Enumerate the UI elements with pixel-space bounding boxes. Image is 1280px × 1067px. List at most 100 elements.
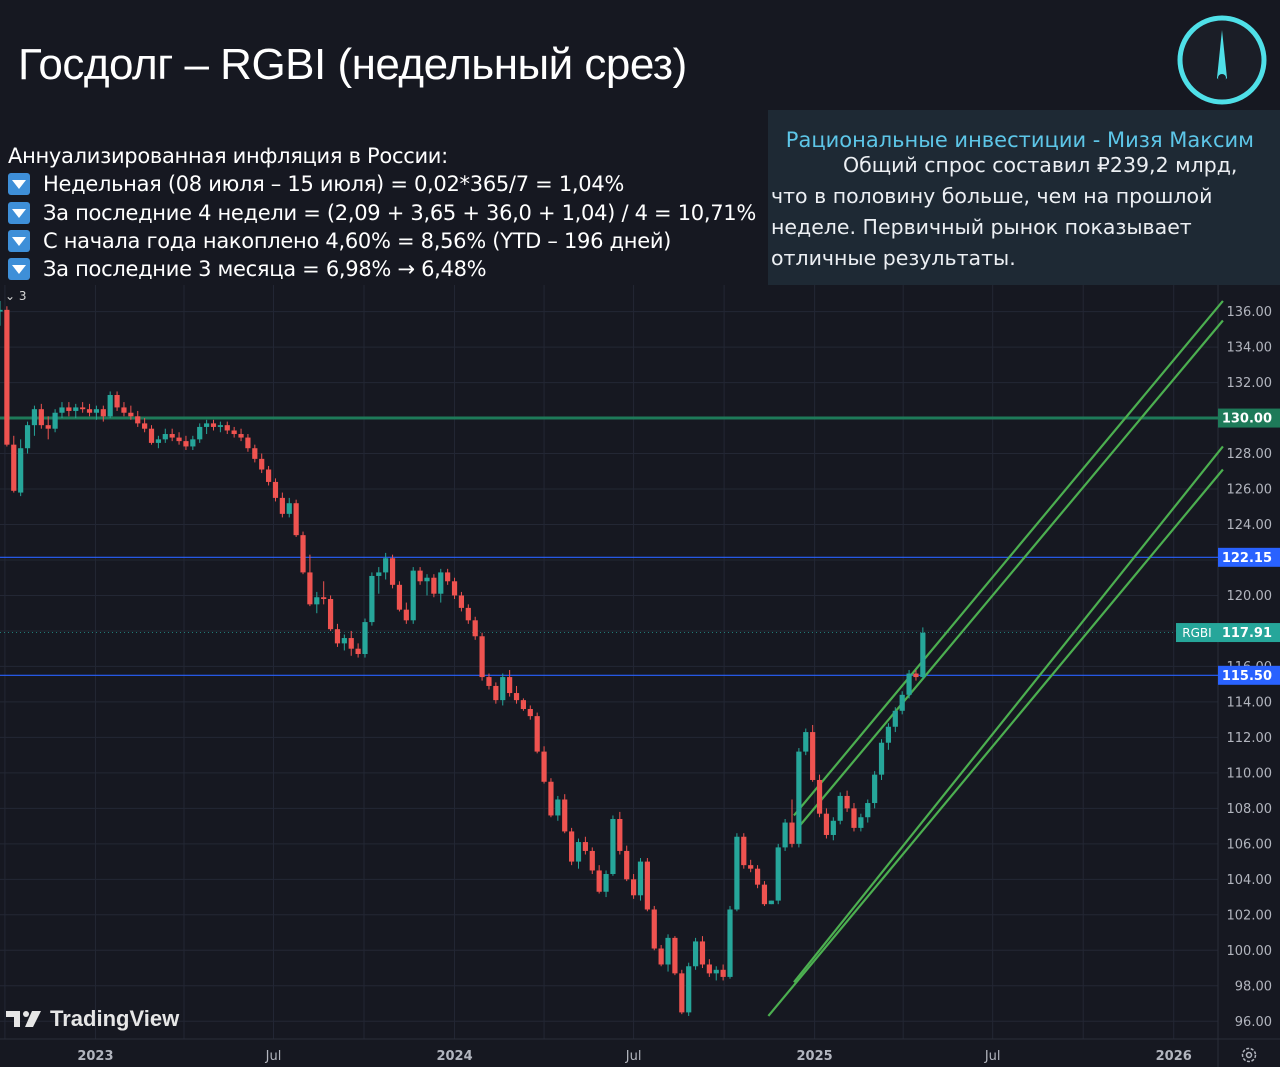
candle: [355, 643, 361, 658]
trend-channel-line: [793, 445, 1224, 983]
candle-body: [265, 469, 272, 482]
candle-body: [872, 774, 878, 804]
candle: [18, 439, 24, 497]
candle-body: [389, 558, 396, 585]
candle-body: [507, 677, 513, 694]
candle-body: [348, 638, 354, 649]
grid: [0, 285, 1218, 1039]
candle-body: [417, 570, 423, 582]
candle: [410, 567, 416, 624]
candle: [73, 403, 79, 419]
candle-body: [534, 716, 540, 752]
candle-body: [665, 937, 671, 965]
candle: [0, 300, 3, 326]
candle-body: [4, 309, 10, 445]
candle: [582, 836, 588, 855]
candle: [782, 819, 788, 851]
candle-body: [52, 412, 58, 429]
candle: [617, 811, 623, 855]
time-tick-label: 2026: [1156, 1049, 1192, 1064]
price-tick-label: 112.00: [1227, 731, 1273, 746]
candle-body: [734, 836, 740, 910]
candle-body: [796, 751, 802, 844]
candle: [692, 937, 699, 970]
candle: [789, 799, 795, 848]
candle: [445, 568, 451, 585]
candle-body: [830, 820, 836, 835]
candle: [589, 847, 595, 875]
candle-body: [920, 632, 926, 678]
candle-body: [555, 799, 561, 816]
candle: [920, 627, 926, 679]
candle-body: [899, 694, 905, 711]
candle: [906, 669, 912, 699]
candle-body: [906, 673, 912, 695]
candle-body: [321, 597, 327, 600]
candle: [541, 746, 547, 784]
candle: [45, 416, 51, 440]
time-tick-label: Jul: [625, 1049, 642, 1064]
gear-icon[interactable]: [1240, 1046, 1258, 1064]
candle: [830, 817, 836, 841]
candle: [624, 845, 630, 882]
page-title: Госдолг – RGBI (недельный срез): [18, 40, 687, 89]
candle-body: [424, 577, 430, 582]
price-tick-label: 128.00: [1227, 447, 1273, 462]
candle: [569, 827, 575, 866]
candle-body: [851, 808, 857, 828]
candle: [438, 568, 444, 603]
candle-body: [259, 458, 265, 470]
candle-body: [589, 850, 595, 871]
price-tick-label: 98.00: [1235, 979, 1272, 994]
candle-body: [162, 434, 168, 440]
candle: [341, 634, 347, 651]
candles: [0, 300, 926, 1016]
candle-body: [816, 779, 823, 814]
candle-body: [176, 437, 182, 442]
candle: [59, 402, 65, 419]
candle: [878, 739, 885, 780]
candle-body: [155, 439, 161, 443]
time-tick-label: Jul: [265, 1049, 282, 1064]
candle-body: [775, 847, 781, 901]
candle-body: [334, 629, 341, 644]
candle-body: [754, 868, 761, 885]
candle-body: [217, 425, 223, 427]
price-tick-label: 108.00: [1227, 802, 1273, 817]
candle: [183, 435, 189, 450]
inflation-header: Аннуализированная инфляция в России:: [8, 144, 448, 168]
candle-body: [376, 572, 382, 576]
candle-body: [210, 423, 217, 427]
candle: [706, 959, 712, 977]
time-tick-label: 2024: [436, 1049, 472, 1064]
candle: [803, 728, 809, 756]
candle-body: [610, 819, 616, 875]
candle: [307, 554, 313, 607]
candle: [754, 865, 761, 889]
candle: [665, 934, 671, 972]
candle: [500, 673, 506, 706]
candle: [699, 936, 706, 969]
candle-body: [527, 709, 533, 717]
candle-body: [396, 584, 403, 610]
candle-body: [789, 822, 795, 844]
candle-body: [252, 448, 258, 459]
candle: [210, 419, 217, 431]
candle-body: [148, 428, 155, 443]
candle-body: [878, 742, 885, 775]
down-triangle-icon: [8, 201, 30, 224]
candle-body: [24, 425, 31, 449]
legend-collapse-toggle[interactable]: ⌄ 3: [5, 289, 27, 303]
candle: [389, 554, 396, 589]
candle-body: [858, 817, 864, 828]
candle: [190, 435, 196, 450]
candle-body: [624, 850, 630, 880]
candle-body: [86, 409, 93, 413]
candle-body: [431, 577, 437, 594]
candle-body: [672, 937, 678, 974]
candle-body: [11, 444, 17, 491]
candle-body: [100, 409, 106, 417]
candle-body: [479, 636, 485, 678]
candle: [534, 712, 540, 754]
